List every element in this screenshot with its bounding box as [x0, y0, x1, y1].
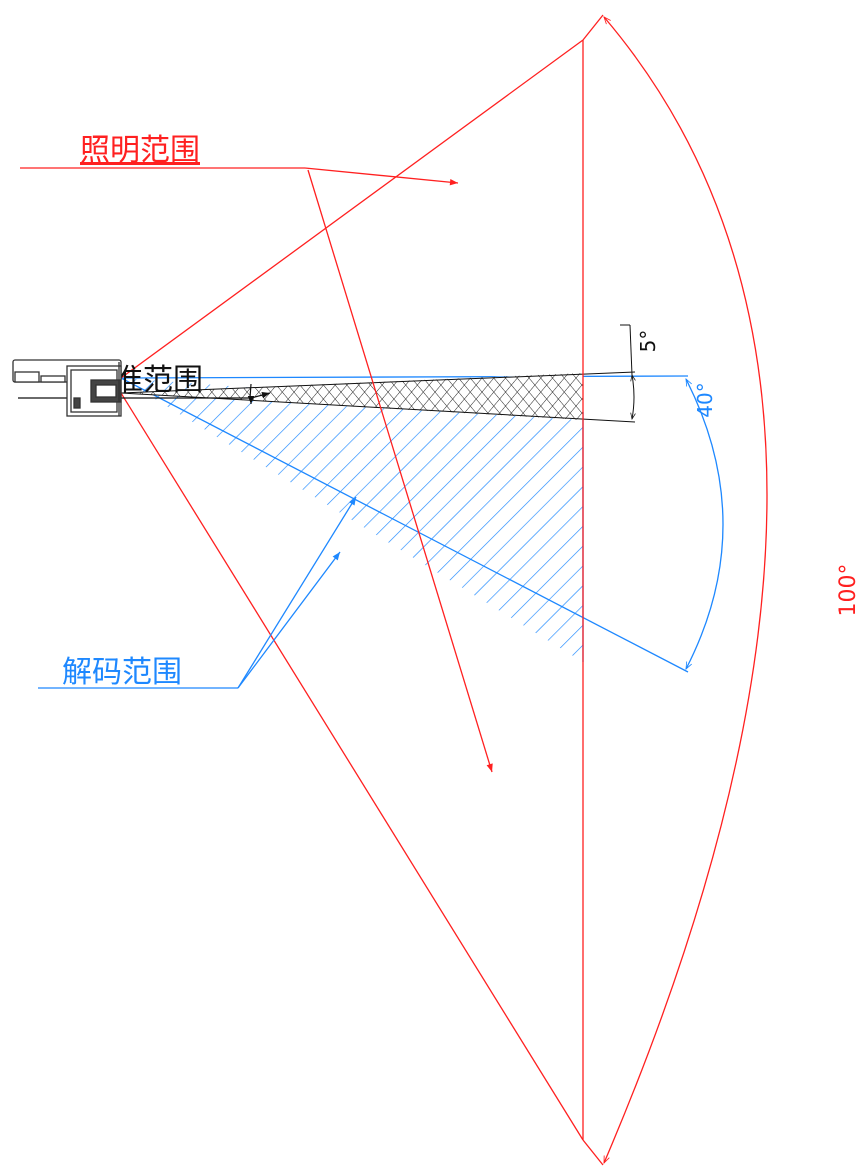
illumination-range-callout: 照明范围 — [20, 133, 493, 773]
aiming-angle-dimension: 5° — [620, 324, 660, 420]
decoding-angle-label: 40° — [693, 382, 717, 417]
illumination-angle-label: 100° — [836, 564, 861, 617]
aiming-angle-label: 5° — [636, 330, 660, 353]
illumination-range-label: 照明范围 — [80, 133, 200, 168]
scanner-device — [12, 359, 122, 417]
illumination-angle-dimension: 100° — [603, 16, 861, 1165]
illumination-range-outline — [120, 14, 604, 1166]
decoding-range-callout: 解码范围 — [38, 496, 357, 690]
decoding-angle-dimension: 40° — [685, 377, 724, 671]
aiming-range-area — [120, 371, 636, 423]
decoding-range-label: 解码范围 — [62, 655, 182, 690]
